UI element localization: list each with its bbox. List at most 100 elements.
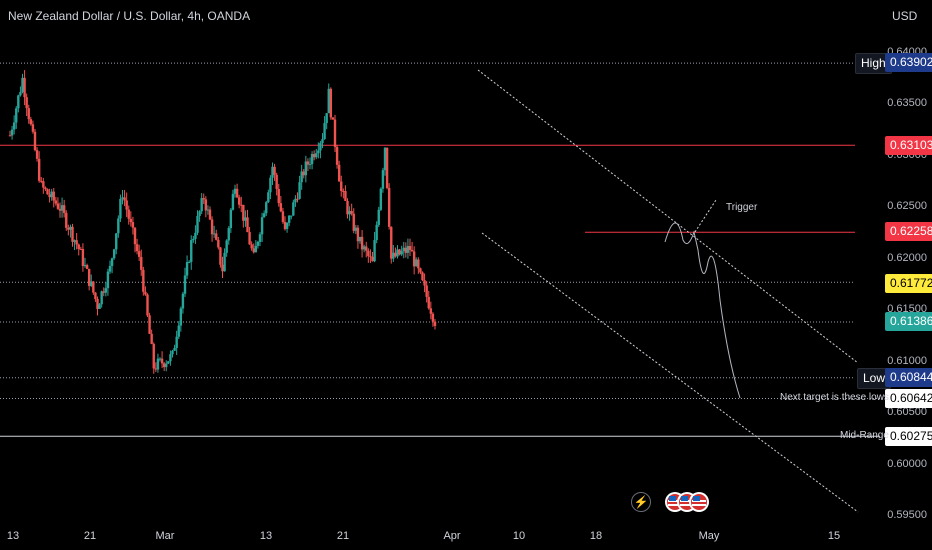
candle-body <box>135 244 139 252</box>
candle-body <box>121 197 124 199</box>
high-value-tag: 0.63902 <box>885 53 932 72</box>
candle-body <box>337 164 341 182</box>
candle-body <box>385 147 389 188</box>
candle-body <box>358 236 362 242</box>
candle-body <box>148 315 151 334</box>
candle-body <box>287 215 291 223</box>
candle-body <box>181 293 185 309</box>
candle-body <box>423 280 426 286</box>
next-target-note: Next target is these lows. <box>780 392 892 403</box>
lightning-event-icon[interactable]: ⚡ <box>631 492 651 512</box>
time-tick-label: 15 <box>827 530 841 542</box>
candle-body <box>133 227 137 245</box>
candle-body <box>144 291 147 295</box>
price-tick-label: 0.60000 <box>887 457 927 470</box>
candle-body <box>283 221 287 230</box>
candle-body <box>208 209 212 220</box>
candle-body <box>198 211 201 217</box>
horizontal-levels <box>0 62 880 437</box>
candle-body <box>360 236 364 250</box>
candle-body <box>365 246 368 251</box>
candle-body <box>217 239 220 248</box>
time-tick-label: 13 <box>259 530 273 542</box>
candle-body <box>192 238 195 241</box>
candle-body <box>321 139 324 143</box>
time-tick-label: May <box>698 530 720 542</box>
candle-body <box>242 204 245 221</box>
candle-body <box>15 108 18 123</box>
price-tick-label: 0.60500 <box>887 406 927 419</box>
candle-body <box>267 192 270 203</box>
candle-body <box>425 285 428 297</box>
candle-body <box>60 205 64 211</box>
candle-body <box>31 124 35 132</box>
candle-body <box>21 77 24 92</box>
time-tick-label: 21 <box>336 530 350 542</box>
candle-body <box>260 217 264 235</box>
candle-body <box>37 158 41 181</box>
candle-body <box>8 135 12 137</box>
candle-body <box>310 154 314 165</box>
candle-body <box>173 347 176 351</box>
channel-lower-line <box>481 232 859 513</box>
candle-body <box>127 209 130 219</box>
candle-body <box>331 117 335 120</box>
candle-body <box>129 218 133 223</box>
candle-body <box>65 212 68 228</box>
time-tick-label: Apr <box>443 530 461 542</box>
candle-body <box>27 108 30 120</box>
candle-body <box>98 304 101 309</box>
candle-body <box>248 232 251 245</box>
candle-body <box>375 224 378 241</box>
candle-body <box>150 333 153 344</box>
candlesticks <box>8 70 437 374</box>
midrange-value-tag: 0.60275 <box>885 427 932 446</box>
candle-body <box>279 203 283 212</box>
candle-body <box>215 233 218 240</box>
candle-body <box>152 343 155 369</box>
us-flag-events-icon[interactable] <box>664 491 710 513</box>
candle-body <box>165 363 168 368</box>
candle-body <box>354 227 358 231</box>
descending-channel <box>477 69 859 513</box>
candle-body <box>319 142 322 151</box>
candle-body <box>381 170 385 189</box>
candle-body <box>71 226 74 242</box>
low-label-tag: Low <box>857 368 892 389</box>
candle-body <box>223 252 226 272</box>
candle-body <box>77 244 80 249</box>
candle-body <box>373 240 376 262</box>
candle-body <box>10 129 14 136</box>
candle-body <box>69 226 72 230</box>
candle-body <box>177 325 180 337</box>
candle-body <box>265 202 268 214</box>
candle-body <box>92 281 95 293</box>
candle-body <box>308 164 312 166</box>
candle-body <box>160 358 164 364</box>
candle-body <box>158 358 162 360</box>
candle-body <box>90 281 93 286</box>
candle-body <box>154 368 158 370</box>
candle-body <box>258 234 262 242</box>
candle-body <box>19 91 22 96</box>
candle-body <box>290 215 293 217</box>
candle-body <box>87 268 91 286</box>
candle-body <box>54 200 58 204</box>
candle-body <box>350 211 353 214</box>
candle-body <box>96 298 99 309</box>
candle-body <box>262 213 266 218</box>
candle-body <box>352 213 355 231</box>
candle-body <box>200 198 203 212</box>
last-price-tag: 0.61386 <box>885 312 932 331</box>
candle-body <box>269 177 272 193</box>
candle-body <box>112 249 116 259</box>
price-tick-label: 0.62500 <box>887 200 927 213</box>
candle-body <box>300 171 303 183</box>
candle-body <box>194 232 197 239</box>
candle-body <box>185 262 189 276</box>
candle-body <box>273 166 276 175</box>
mid-level-tag: 0.61772 <box>885 274 932 293</box>
candle-body <box>102 291 105 293</box>
candle-body <box>171 350 174 355</box>
